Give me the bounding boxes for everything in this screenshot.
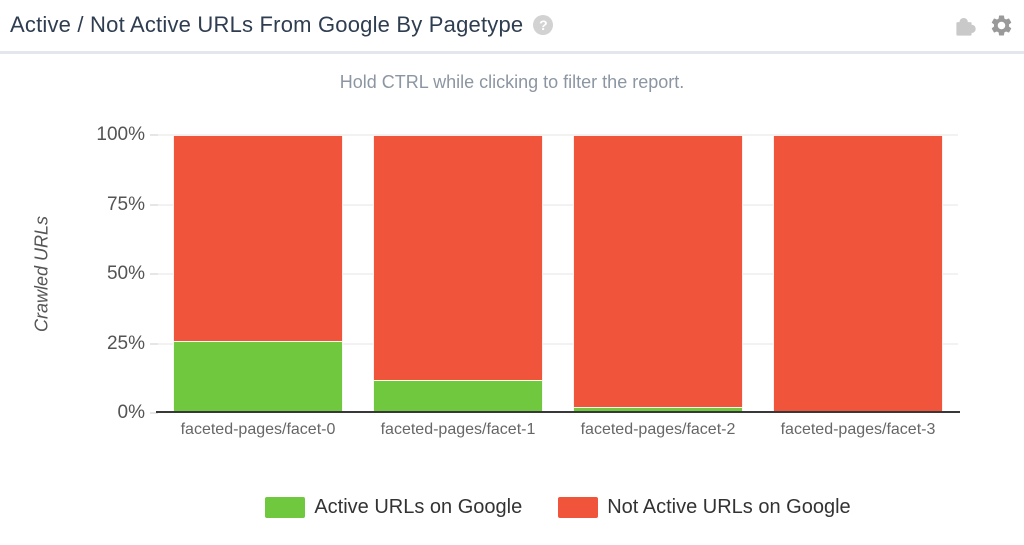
legend-item-not-active-urls-on-google[interactable]: Not Active URLs on Google	[558, 496, 851, 519]
bar-segment-not-active-urls-on-google[interactable]	[773, 135, 943, 413]
bar-faceted-pages-facet-0[interactable]	[173, 135, 343, 413]
y-tick-label: 25%	[106, 332, 145, 354]
plot-area	[150, 134, 958, 414]
header-toolbar	[953, 12, 1014, 39]
y-tick-label: 50%	[106, 263, 145, 284]
header-divider	[0, 51, 1024, 54]
gear-icon[interactable]	[989, 13, 1014, 38]
y-tick-mark	[150, 204, 158, 205]
y-axis-labels: 0% 25% 50% 75% 100%	[0, 124, 145, 423]
chart-legend: Active URLs on Google Not Active URLs on …	[158, 496, 958, 519]
y-tick-mark	[150, 273, 158, 275]
y-tick-mark	[150, 343, 158, 344]
legend-label: Not Active URLs on Google	[607, 496, 851, 518]
bar-band-faceted-pages-facet-2	[558, 135, 758, 413]
x-tick-label: faceted-pages/facet-3	[780, 421, 936, 438]
bar-faceted-pages-facet-1[interactable]	[373, 135, 543, 413]
gridline	[158, 343, 958, 344]
y-tick-mark	[150, 134, 158, 136]
gridline	[158, 204, 958, 205]
bar-segment-active-urls-on-google[interactable]	[373, 379, 543, 413]
x-tick-label: faceted-pages/facet-0	[180, 421, 336, 438]
chart-subtitle: Hold CTRL while clicking to filter the r…	[339, 72, 685, 92]
x-axis-labels: faceted-pages/facet-0 faceted-pages/facet…	[158, 421, 958, 443]
bar-band-faceted-pages-facet-1	[358, 135, 558, 413]
legend-label: Active URLs on Google	[314, 496, 523, 518]
gridline	[158, 134, 958, 136]
y-tick-label: 75%	[106, 193, 145, 215]
legend-item-active-urls-on-google[interactable]: Active URLs on Google	[265, 496, 522, 519]
bar-segment-active-urls-on-google[interactable]	[573, 407, 743, 413]
x-tick-label: faceted-pages/facet-2	[580, 421, 736, 438]
page-title: Active / Not Active URLs From Google By …	[10, 12, 524, 37]
help-icon[interactable]: ?	[533, 15, 554, 35]
legend-swatch	[558, 497, 599, 518]
bar-segment-active-urls-on-google[interactable]	[173, 340, 343, 413]
x-tick-label: faceted-pages/facet-1	[380, 421, 536, 438]
legend-swatch	[265, 497, 306, 518]
y-tick-mark	[150, 412, 158, 414]
y-tick-label: 0%	[117, 402, 145, 423]
bar-segment-not-active-urls-on-google[interactable]	[373, 135, 543, 380]
bar-band-faceted-pages-facet-3	[758, 135, 958, 413]
puzzle-icon[interactable]	[953, 12, 980, 39]
bar-faceted-pages-facet-2[interactable]	[573, 135, 743, 413]
bar-faceted-pages-facet-3[interactable]	[773, 135, 943, 413]
bar-segment-not-active-urls-on-google[interactable]	[173, 135, 343, 341]
bar-band-faceted-pages-facet-0	[158, 135, 358, 413]
bar-segment-not-active-urls-on-google[interactable]	[573, 135, 743, 408]
x-axis-line	[156, 411, 960, 413]
widget-header: Active / Not Active URLs From Google By …	[0, 0, 1024, 50]
gridline	[158, 273, 958, 275]
y-tick-label: 100%	[96, 124, 145, 145]
